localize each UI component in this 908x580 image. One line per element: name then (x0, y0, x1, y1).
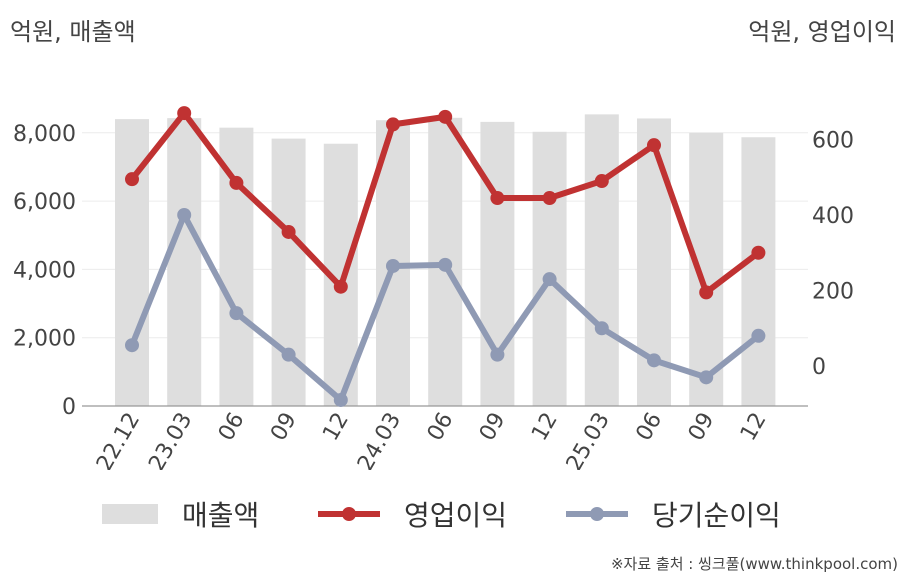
left-tick-label: 8,000 (13, 122, 76, 147)
net-income-point (647, 353, 661, 368)
x-tick-label: 24.03 (353, 409, 406, 471)
operating-profit-point (647, 138, 661, 153)
left-tick-label: 4,000 (13, 258, 76, 283)
net-income-point (542, 272, 557, 287)
net-income-point (490, 347, 505, 362)
x-tick-label: 22.12 (92, 409, 145, 471)
operating-profit-point (490, 191, 505, 206)
revenue-bar (741, 137, 776, 406)
x-tick-label: 09 (475, 409, 511, 446)
x-tick-label: 12 (318, 409, 354, 446)
right-axis-unit: 억원, 영업이익 (748, 18, 896, 46)
right-axis-ticks: 0 200 400 600 (812, 129, 854, 381)
operating-profit-point (438, 109, 453, 124)
x-axis-ticks: 22.12 23.03 06 09 12 24.03 06 09 12 25.03 06 09 12 (92, 409, 772, 471)
net-income-point (386, 258, 400, 273)
net-income-point (699, 370, 714, 385)
net-income-point (594, 321, 609, 336)
x-tick-label: 23.03 (144, 409, 197, 471)
left-tick-label: 2,000 (13, 327, 76, 352)
legend-net-income: 당기순이익 (566, 494, 781, 534)
operating-profit-point (125, 172, 139, 187)
net-income-point (125, 338, 139, 353)
left-tick-label: 6,000 (13, 190, 76, 215)
x-tick-label: 12 (736, 409, 772, 446)
right-tick-label: 600 (812, 129, 854, 154)
revenue-bar (584, 114, 619, 406)
operating-profit-point (177, 106, 192, 121)
net-income-point (229, 306, 244, 321)
operating-profit-point (229, 175, 244, 190)
left-axis-unit: 억원, 매출액 (10, 18, 136, 46)
revenue-bar (167, 118, 202, 406)
right-tick-label: 0 (812, 355, 826, 380)
revenue-bars (115, 114, 776, 407)
legend-operating-label: 영업이익 (404, 499, 508, 532)
line-series (125, 106, 766, 407)
x-tick-label: 09 (684, 409, 720, 446)
operating-profit-point (594, 174, 609, 189)
x-tick-label: 12 (527, 409, 563, 446)
legend-net-label: 당기순이익 (652, 499, 781, 532)
revenue-bar (532, 131, 567, 406)
net-income-point (751, 328, 766, 343)
revenue-bar (219, 127, 254, 407)
x-tick-label: 06 (214, 409, 250, 446)
net-income-point (177, 208, 192, 222)
legend-revenue: 매출액 (102, 494, 259, 534)
operating-profit-point (386, 117, 400, 132)
x-tick-label: 25.03 (562, 409, 615, 471)
legend-revenue-swatch (102, 504, 158, 524)
operating-profit-point (542, 191, 557, 206)
x-tick-label: 06 (632, 409, 668, 446)
revenue-bar (480, 121, 515, 406)
legend-operating-profit: 영업이익 (318, 494, 507, 534)
right-tick-label: 400 (812, 204, 854, 229)
operating-profit-point (333, 279, 348, 294)
x-tick-label: 09 (266, 409, 302, 446)
legend-revenue-label: 매출액 (182, 499, 260, 532)
operating-profit-point (699, 285, 714, 300)
data-source: ※자료 출처 : 씽크풀(www.thinkpool.com) (610, 555, 898, 573)
net-income-point (281, 347, 296, 362)
left-axis-ticks: 0 2,000 4,000 6,000 8,000 (13, 122, 76, 420)
net-income-point (438, 257, 453, 272)
legend-operating-swatch (318, 507, 380, 521)
right-tick-label: 200 (812, 280, 854, 305)
operating-profit-point (751, 245, 766, 260)
x-tick-label: 06 (423, 409, 459, 446)
net-income-point (333, 392, 348, 407)
legend-net-swatch (566, 507, 628, 521)
left-tick-label: 0 (62, 395, 76, 420)
combo-chart: 0 2,000 4,000 6,000 8,000 0 200 400 600 22.12 23… (13, 106, 854, 471)
operating-profit-point (281, 224, 296, 239)
